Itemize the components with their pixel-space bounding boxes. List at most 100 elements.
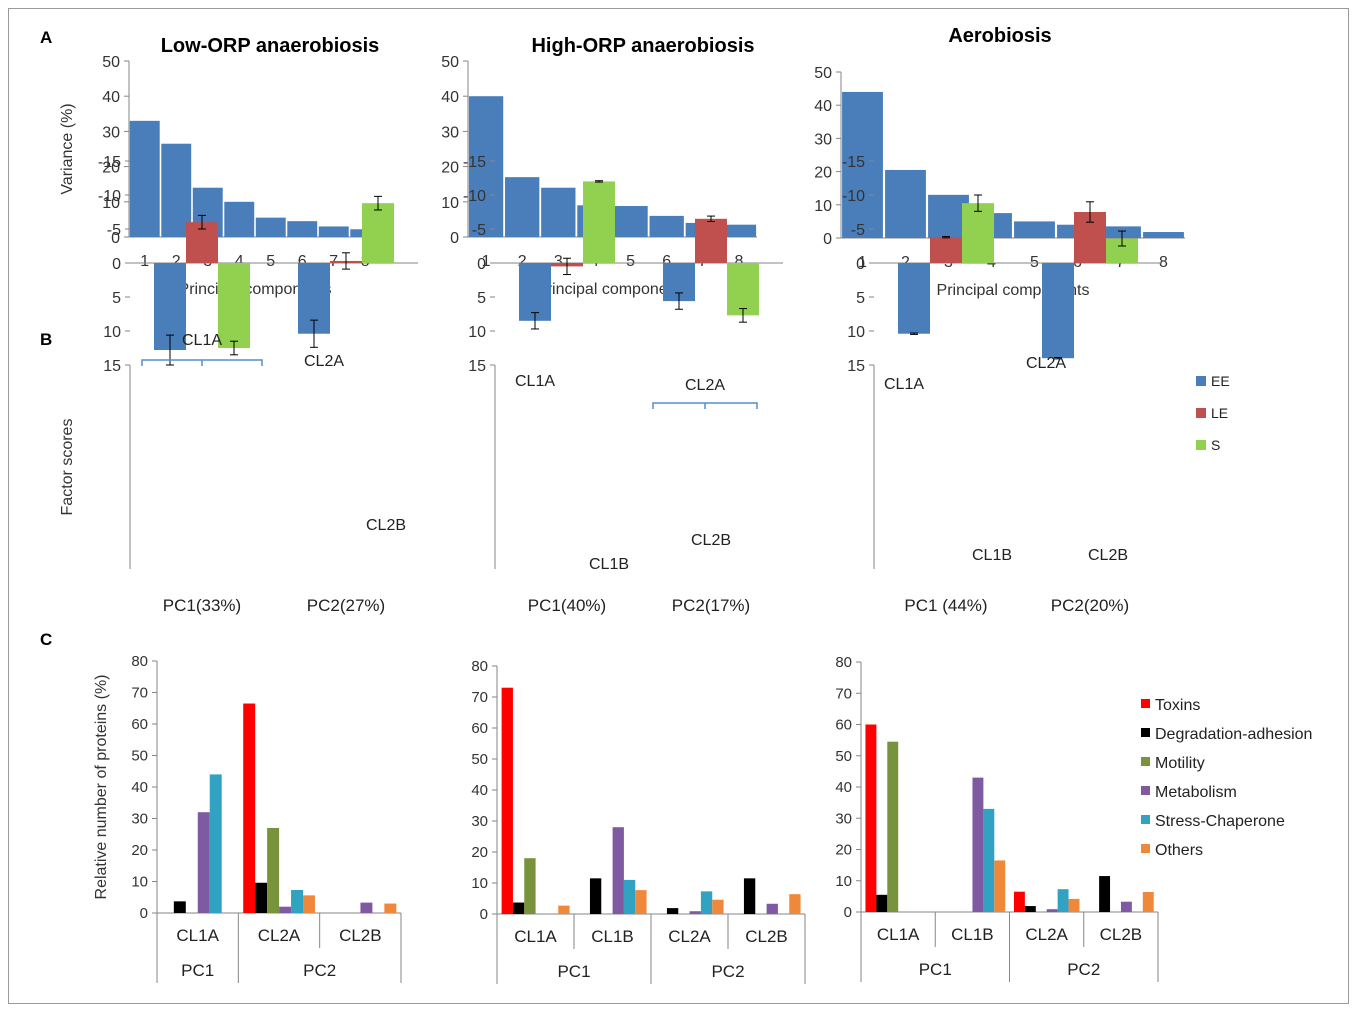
- variance-bar: [613, 206, 648, 237]
- y-tick-label: 15: [468, 358, 486, 375]
- y-tick-label: 20: [131, 842, 148, 859]
- y-tick-label: 20: [835, 842, 852, 859]
- factor-bar-ee: [898, 263, 930, 334]
- x-tick-label: 5: [266, 253, 275, 270]
- protein-bar-degradation-adhesion: [512, 902, 525, 914]
- protein-bar-toxins: [243, 703, 256, 913]
- chart-title: High-ORP anaerobiosis: [531, 35, 754, 57]
- legend-swatch-le: [1196, 408, 1206, 418]
- legend-label: Stress-Chaperone: [1155, 813, 1285, 830]
- category-label: PC1 (44%): [904, 596, 987, 615]
- group-label: PC2: [303, 961, 336, 980]
- y-tick-label: 70: [835, 685, 852, 702]
- protein-bar-others: [558, 905, 570, 914]
- y-tick-label: 40: [835, 779, 852, 796]
- y-tick-label: -10: [463, 188, 486, 205]
- variance-bar: [649, 215, 684, 237]
- y-tick-label: 50: [835, 748, 852, 765]
- legend-label: Motility: [1155, 755, 1205, 772]
- y-tick-label: 10: [835, 873, 852, 890]
- y-tick-label: 20: [102, 160, 120, 177]
- variance-bar: [318, 226, 349, 237]
- y-tick-label: 30: [441, 124, 459, 141]
- x-tick-label: 4: [235, 253, 244, 270]
- cluster-label: CL1A: [182, 332, 222, 349]
- legend-label: Metabolism: [1155, 784, 1237, 801]
- protein-bar-others: [994, 860, 1006, 912]
- y-tick-label: 5: [477, 290, 486, 307]
- cluster-bracket: [652, 402, 758, 409]
- y-tick-label: -5: [472, 222, 486, 239]
- y-axis-label: Relative number of proteins (%): [93, 675, 110, 900]
- cluster-label: CL1B: [589, 556, 629, 573]
- legend-swatch: [1141, 728, 1150, 737]
- y-tick-label: 15: [103, 358, 121, 375]
- y-tick-label: -15: [463, 154, 486, 171]
- y-tick-label: 0: [477, 256, 486, 273]
- x-tick-label: CL2B: [745, 927, 788, 946]
- factor-bar-s: [218, 263, 250, 348]
- x-tick-label: CL1B: [591, 927, 634, 946]
- y-tick-label: 0: [480, 906, 488, 923]
- protein-bar-degradation-adhesion: [743, 878, 756, 914]
- cluster-label: CL1B: [972, 547, 1012, 564]
- y-tick-label: 50: [131, 748, 148, 765]
- y-tick-label: 30: [835, 810, 852, 827]
- y-tick-label: 30: [131, 811, 148, 828]
- y-tick-label: 80: [835, 654, 852, 671]
- y-tick-label: 60: [835, 717, 852, 734]
- protein-bar-degradation-adhesion: [1099, 876, 1111, 912]
- cluster-label: CL2B: [691, 532, 731, 549]
- protein-bar-degradation-adhesion: [589, 878, 602, 914]
- y-tick-label: 10: [847, 324, 865, 341]
- x-tick-label: 1: [140, 253, 149, 270]
- protein-bar-stress-chaperone: [983, 808, 995, 912]
- panel-label-c: C: [40, 630, 53, 649]
- category-label: PC2(27%): [307, 596, 385, 615]
- legend-label: Others: [1155, 842, 1203, 859]
- y-tick-label: 30: [102, 124, 120, 141]
- protein-bar-metabolism: [360, 902, 373, 913]
- cluster-label: CL2A: [1026, 355, 1066, 372]
- x-tick-label: CL2B: [339, 926, 382, 945]
- legend-label: S: [1211, 437, 1220, 453]
- legend-swatch: [1141, 786, 1150, 795]
- x-tick-label: CL2A: [258, 926, 301, 945]
- cluster-label: CL1A: [515, 373, 555, 390]
- cluster-label: CL2B: [1088, 547, 1128, 564]
- y-tick-label: -15: [842, 154, 865, 171]
- protein-bar-stress-chaperone: [700, 891, 713, 914]
- x-tick-label: CL2B: [1100, 925, 1143, 944]
- y-tick-label: 50: [814, 65, 832, 82]
- protein-bar-degradation-adhesion: [255, 882, 268, 913]
- x-tick-label: 1: [858, 254, 867, 271]
- legend-label: EE: [1211, 373, 1230, 389]
- variance-bar: [1143, 232, 1184, 238]
- y-tick-label: 60: [131, 716, 148, 733]
- y-tick-label: 80: [471, 658, 488, 675]
- y-tick-label: 20: [441, 160, 459, 177]
- y-tick-label: 0: [856, 256, 865, 273]
- x-tick-label: CL1A: [877, 925, 920, 944]
- protein-bar-metabolism: [1120, 901, 1132, 912]
- y-tick-label: 0: [823, 231, 832, 248]
- protein-bar-toxins: [865, 724, 877, 912]
- figure-frame: [8, 8, 1349, 1004]
- x-tick-label: 1: [482, 253, 491, 270]
- y-tick-label: -5: [107, 222, 121, 239]
- variance-bar: [224, 201, 255, 237]
- x-tick-label: 6: [662, 253, 671, 270]
- x-axis-label: Principal components: [179, 281, 332, 298]
- y-tick-label: 60: [471, 720, 488, 737]
- protein-bar-stress-chaperone: [291, 890, 304, 913]
- y-tick-label: -15: [98, 154, 121, 171]
- y-tick-label: 0: [111, 230, 120, 247]
- variance-bar: [505, 177, 540, 237]
- x-tick-label: 8: [734, 253, 743, 270]
- protein-bar-toxins: [501, 687, 513, 914]
- y-tick-label: 15: [847, 358, 865, 375]
- x-tick-label: CL2A: [668, 927, 711, 946]
- protein-bar-stress-chaperone: [209, 774, 222, 913]
- group-label: PC1: [919, 960, 952, 979]
